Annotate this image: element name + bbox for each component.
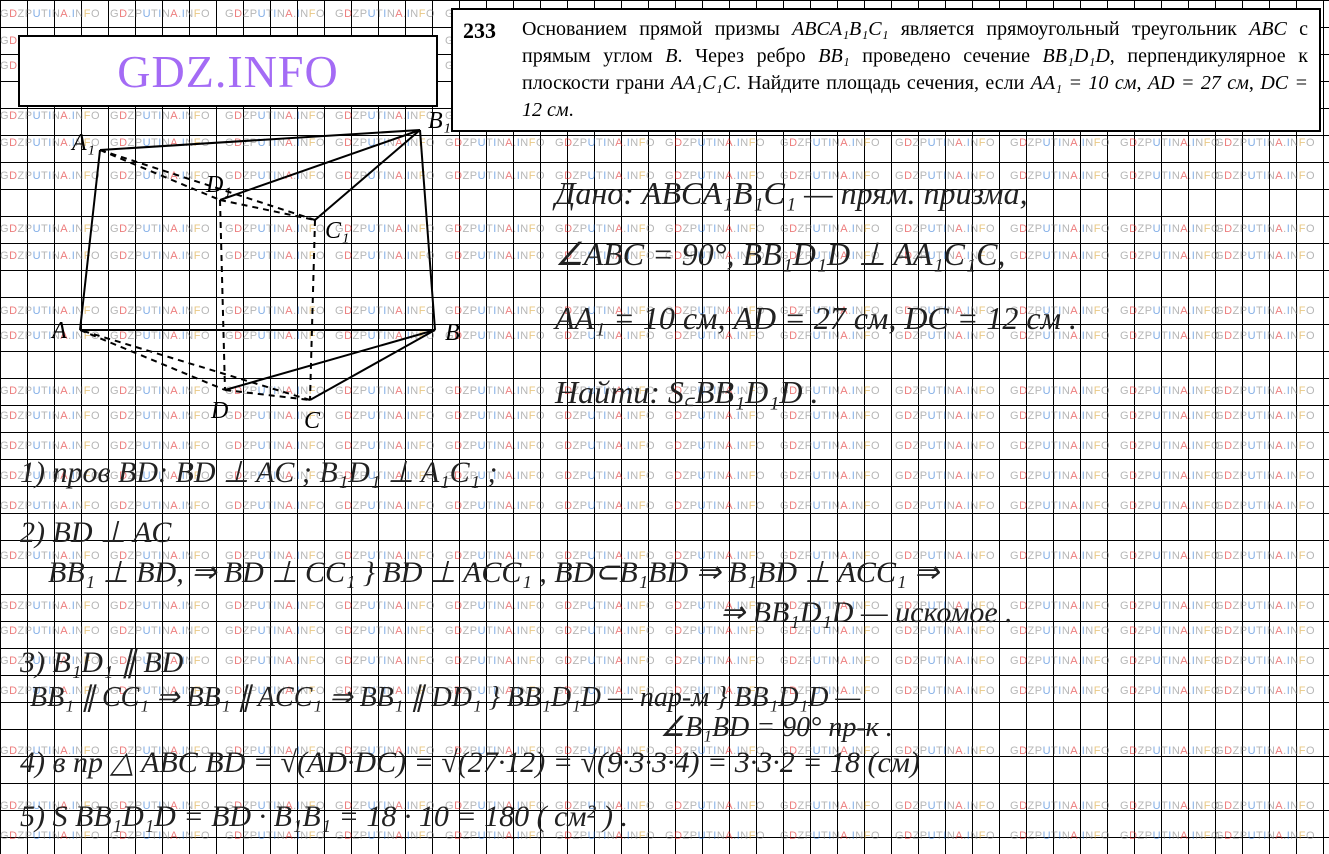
handwriting-line: ⇒ BB₁D₁D — искомое . [720,595,1013,630]
handwriting-line: 5) S BB₁D₁D = BD · B₁B₁ = 18 · 10 = 180 … [20,800,628,834]
problem-text: Основанием прямой призмы ABCA₁B₁C₁ являе… [522,16,1308,124]
handwriting-line: BB₁ ⊥ BD, ⇒ BD ⊥ CC₁ } BD ⊥ ACC₁ , BD⊂B₁… [48,555,939,590]
handwriting-line: 2) BD ⊥ AC [20,515,171,550]
handwriting-line: AA₁ = 10 см, AD = 27 см, DC = 12 см . [555,300,1077,337]
handwriting-line: Дано: ABCA₁B₁C₁ — прям. призма, [555,175,1028,212]
handwriting-line: 4) в пр △ ABC BD = √(AD·DC) = √(27·12) =… [20,745,920,780]
handwriting-line: 3) B₁D₁ ∥ BD [20,645,183,680]
logo-box: GDZ.INFO [18,35,438,107]
handwriting-line: BB₁ ∥ CC₁ ⇒ BB₁ ∥ ACC₁ ⇒ BB₁ ∥ DD₁ } BB₁… [30,680,860,714]
handwriting-line: 1) пров BD: BD ⊥ AC ; B₁D₁ ⊥ A₁C₁ ; [20,455,498,490]
handwriting-line: ∠B₁BD = 90° пр-к . [660,710,893,744]
problem-box: 233 Основанием прямой призмы ABCA₁B₁C₁ я… [451,8,1321,132]
handwriting-line: Найти: S꜀BB₁D₁D . [555,370,819,413]
logo-text: GDZ.INFO [117,45,338,98]
problem-number: 233 [463,16,517,46]
handwriting-line: ∠ABC = 90°, BB₁D₁D ⊥ AA₁C₁C, [555,235,1005,273]
